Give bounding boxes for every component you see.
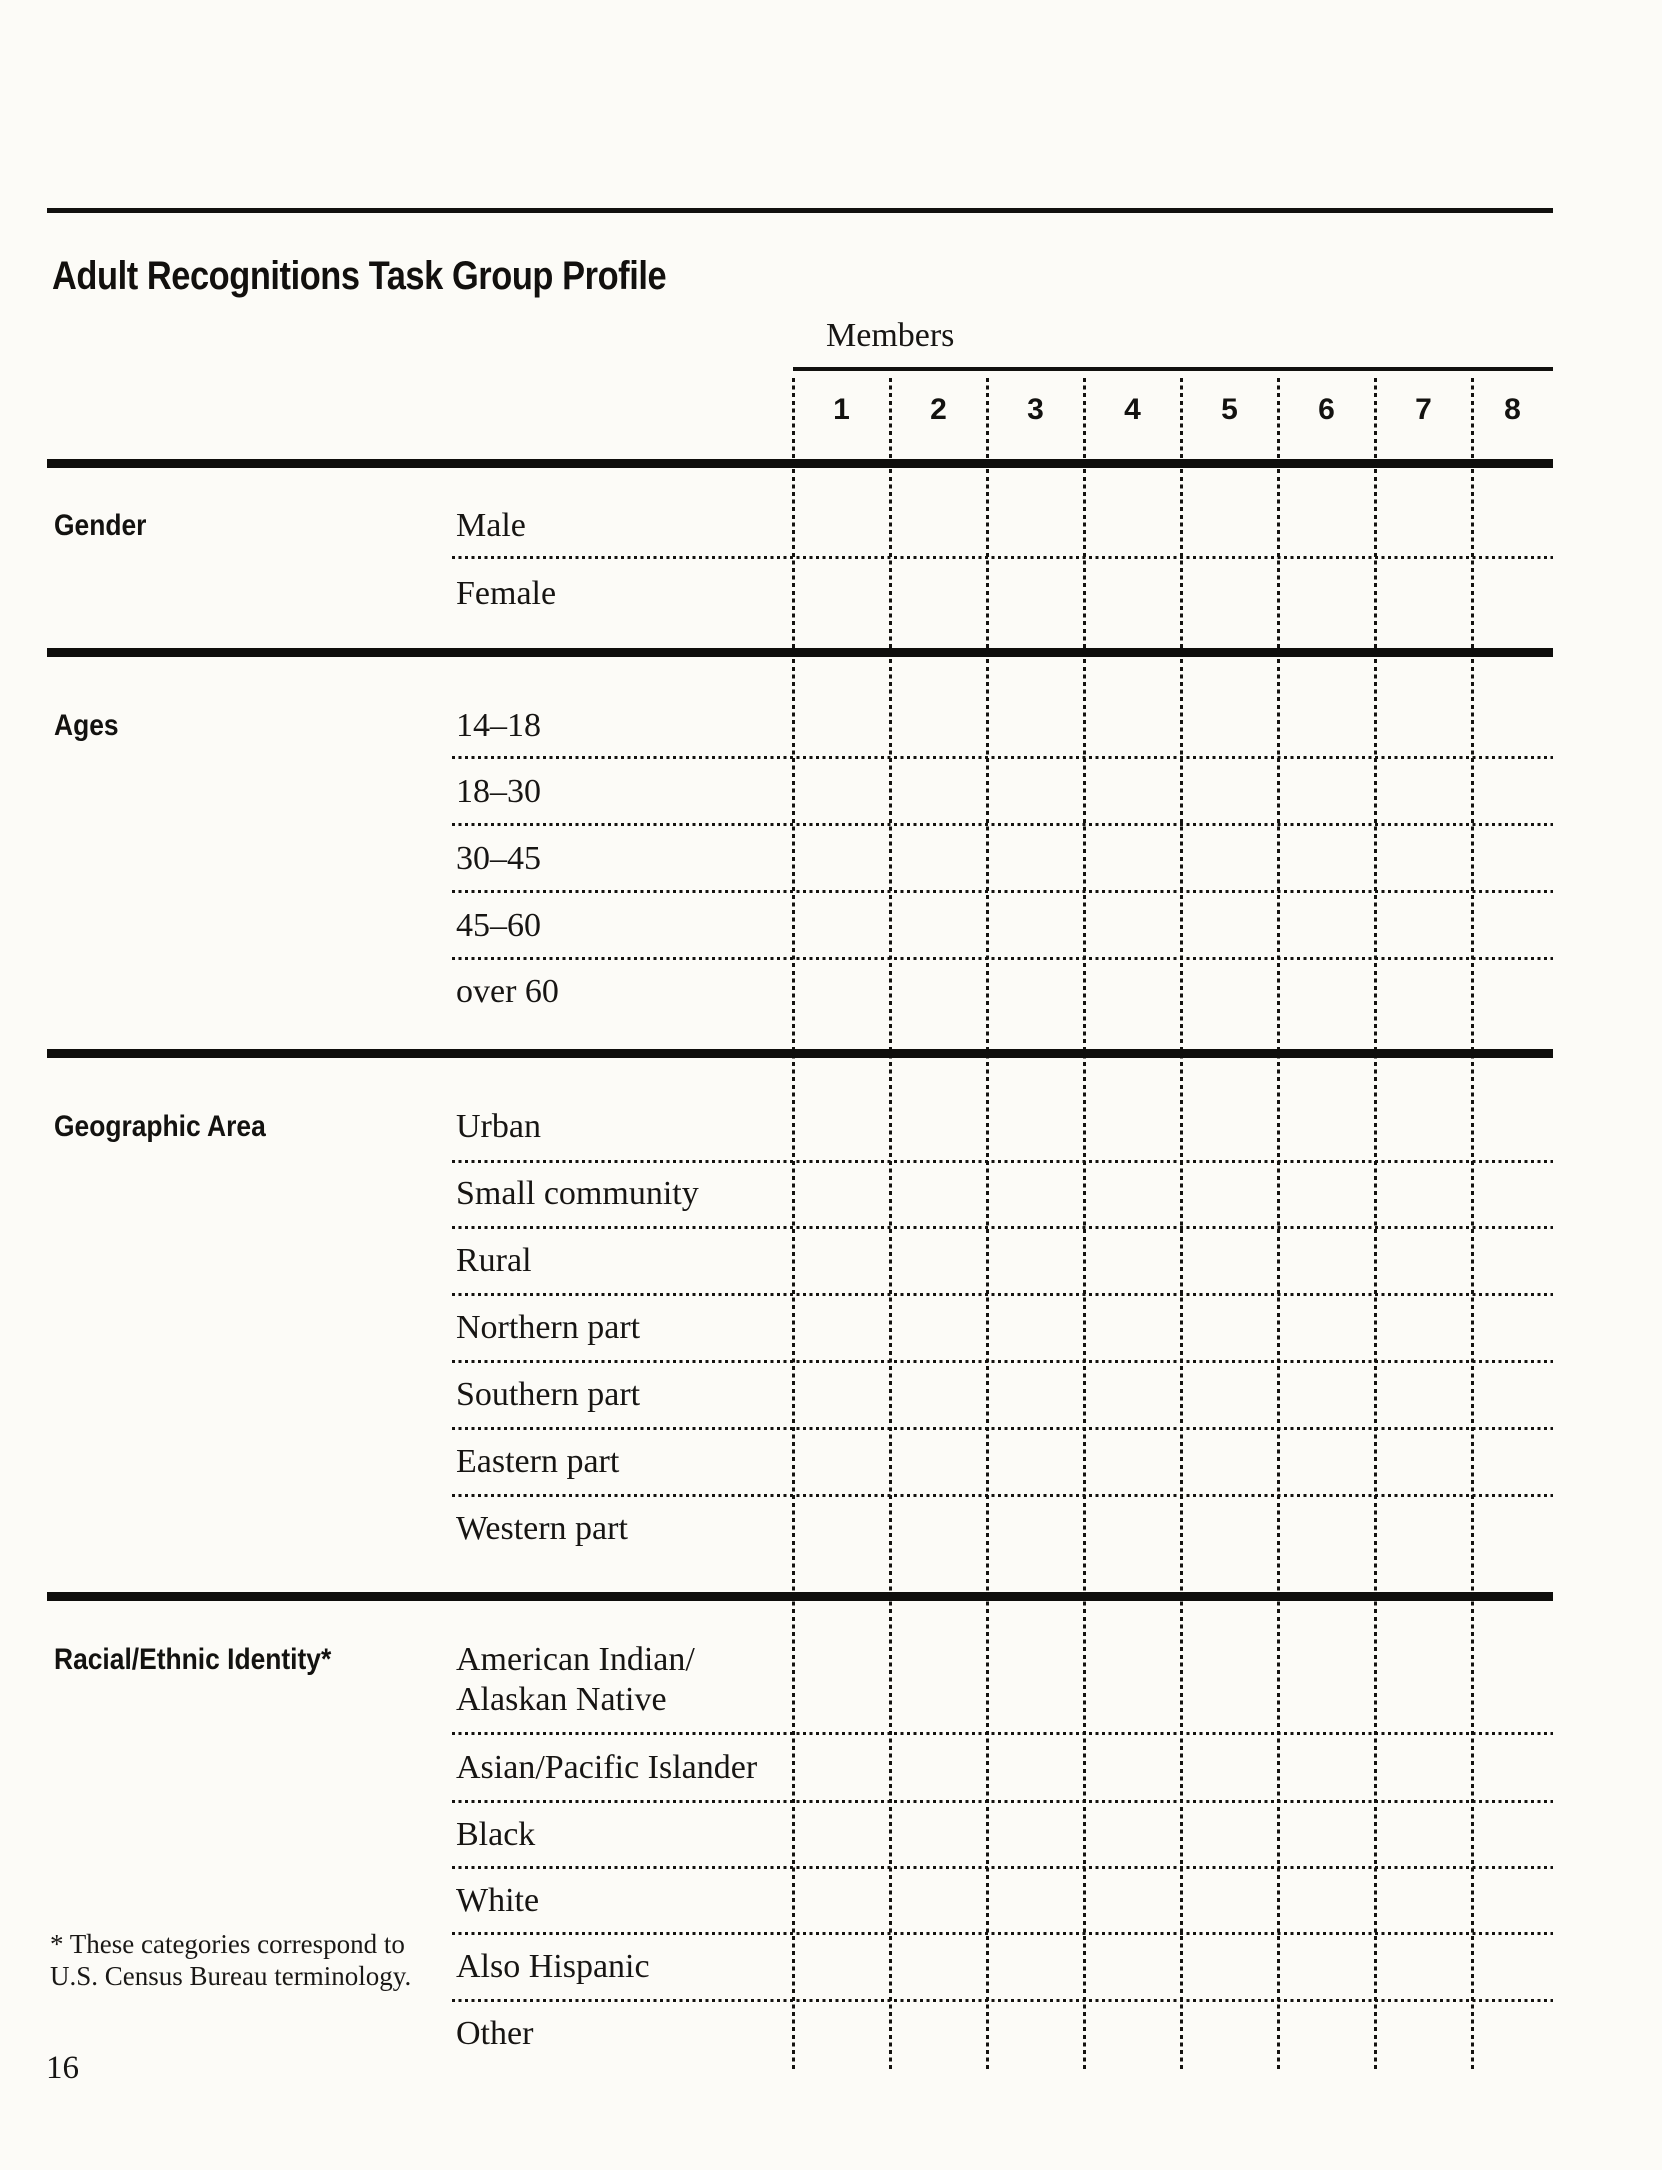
row-label-urban: Urban [456, 1108, 541, 1145]
member-column-5: 5 [1221, 393, 1238, 426]
member-column-8: 8 [1504, 393, 1521, 426]
column-separator [1180, 378, 1183, 2072]
member-column-2: 2 [930, 393, 947, 426]
row-label-45-60: 45–60 [456, 907, 541, 944]
row-label-black: Black [456, 1816, 536, 1853]
row-label-14-18: 14–18 [456, 707, 541, 744]
page-title: Adult Recognitions Task Group Profile [52, 254, 667, 298]
section-label-ages: Ages [54, 709, 119, 742]
row-label-southern-part: Southern part [456, 1376, 641, 1413]
member-column-1: 1 [833, 393, 850, 426]
row-label-18-30: 18–30 [456, 773, 541, 810]
members-underline [793, 367, 1553, 371]
row-separator [452, 890, 1553, 893]
member-column-7: 7 [1415, 393, 1432, 426]
row-separator [452, 957, 1553, 960]
row-label-rural: Rural [456, 1242, 532, 1279]
footnote-line-2: U.S. Census Bureau terminology. [50, 1961, 412, 1991]
row-label-over-60: over 60 [456, 973, 559, 1010]
section-rule [47, 1049, 1553, 1058]
row-separator [452, 1866, 1553, 1869]
page-number: 16 [46, 2050, 79, 2086]
row-label-eastern-part: Eastern part [456, 1443, 620, 1480]
member-column-4: 4 [1124, 393, 1141, 426]
section-label-racial-ethnic-identity: Racial/Ethnic Identity* [54, 1643, 332, 1676]
row-separator [452, 556, 1553, 559]
section-rule [47, 648, 1553, 657]
column-separator [889, 378, 892, 2072]
row-separator [452, 1932, 1553, 1935]
section-label-gender: Gender [54, 509, 147, 542]
section-rule [47, 459, 1553, 468]
column-separator [1374, 378, 1377, 2072]
row-separator [452, 1427, 1553, 1430]
row-separator [452, 1800, 1553, 1803]
row-label-northern-part: Northern part [456, 1309, 641, 1346]
row-label-alaskan-native: Alaskan Native [456, 1681, 667, 1718]
column-separator [1083, 378, 1086, 2072]
section-rule [47, 1592, 1553, 1601]
footnote-line-1: * These categories correspond to [50, 1929, 405, 1959]
member-column-6: 6 [1318, 393, 1335, 426]
column-separator [1471, 378, 1474, 2072]
row-label-30-45: 30–45 [456, 840, 541, 877]
column-separator [792, 378, 795, 2072]
row-separator [452, 1160, 1553, 1163]
row-label-american-indian: American Indian/ [456, 1641, 695, 1678]
row-separator [452, 1360, 1553, 1363]
row-separator [452, 1732, 1553, 1735]
row-separator [452, 1226, 1553, 1229]
row-separator [452, 1494, 1553, 1497]
row-separator [452, 1293, 1553, 1296]
column-separator [986, 378, 989, 2072]
row-separator [452, 823, 1553, 826]
row-label-other: Other [456, 2015, 534, 2052]
row-label-white: White [456, 1882, 540, 1919]
row-separator [452, 756, 1553, 759]
row-separator [452, 1999, 1553, 2002]
row-label-asian-pacific-islander: Asian/Pacific Islander [456, 1749, 758, 1786]
column-separator [1277, 378, 1280, 2072]
row-label-male: Male [456, 507, 526, 544]
row-label-small-community: Small community [456, 1175, 699, 1212]
row-label-also-hispanic: Also Hispanic [456, 1948, 650, 1985]
row-label-western-part: Western part [456, 1510, 628, 1547]
top-rule [47, 208, 1553, 213]
section-label-geographic-area: Geographic Area [54, 1110, 266, 1143]
member-column-3: 3 [1027, 393, 1044, 426]
row-label-female: Female [456, 575, 557, 612]
members-header: Members [826, 317, 955, 354]
